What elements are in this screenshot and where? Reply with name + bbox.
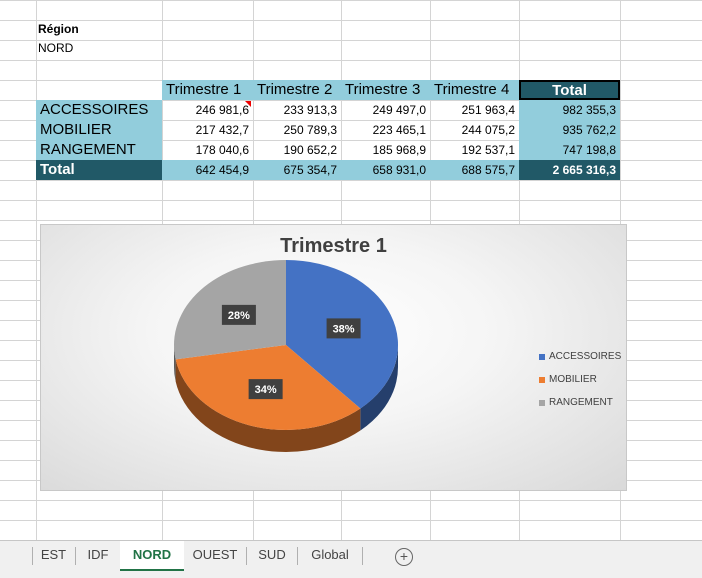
legend-swatch bbox=[539, 399, 545, 406]
total-t4[interactable]: 688 575,7 bbox=[430, 160, 519, 180]
cell-accessoires-t3[interactable]: 249 497,0 bbox=[372, 103, 426, 117]
legend-label: ACCESSOIRES bbox=[549, 351, 622, 362]
cell-rangement-t3[interactable]: 185 968,9 bbox=[372, 143, 426, 157]
header-trimestre-1[interactable]: Trimestre 1 bbox=[162, 80, 253, 100]
tab-separator bbox=[32, 547, 33, 565]
header-trimestre-2[interactable]: Trimestre 2 bbox=[253, 80, 341, 100]
pie-slice-side bbox=[174, 345, 176, 382]
cell-rangement-t2[interactable]: 190 652,2 bbox=[283, 143, 337, 157]
svg-text:38%: 38% bbox=[333, 323, 355, 335]
tab-separator bbox=[362, 547, 363, 565]
cell-accessoires-total[interactable]: 982 355,3 bbox=[519, 100, 620, 120]
chart-title[interactable]: Trimestre 1 bbox=[280, 235, 387, 257]
cell-mobilier-t4[interactable]: 244 075,2 bbox=[461, 123, 515, 137]
row-label-accessoires[interactable]: ACCESSOIRES bbox=[36, 100, 162, 120]
pie-data-label: 38% bbox=[326, 318, 361, 339]
header-total[interactable]: Total bbox=[519, 80, 620, 100]
tab-separator bbox=[75, 547, 76, 565]
tab-est[interactable]: EST bbox=[40, 547, 67, 562]
chart-legend[interactable]: ACCESSOIRES MOBILIER RANGEMENT bbox=[539, 345, 621, 414]
tab-ouest[interactable]: OUEST bbox=[192, 547, 238, 562]
legend-item: MOBILIER bbox=[539, 368, 621, 391]
cell-rangement-t4[interactable]: 192 537,1 bbox=[461, 143, 515, 157]
region-value[interactable]: NORD bbox=[38, 41, 74, 55]
legend-item: ACCESSOIRES bbox=[539, 345, 621, 368]
plus-circle-icon[interactable]: + bbox=[395, 548, 413, 566]
total-row-label[interactable]: Total bbox=[36, 160, 162, 180]
cell-accessoires-t2[interactable]: 233 913,3 bbox=[283, 103, 337, 117]
legend-item: RANGEMENT bbox=[539, 391, 621, 414]
svg-text:28%: 28% bbox=[228, 310, 250, 322]
svg-text:34%: 34% bbox=[255, 384, 277, 396]
header-trimestre-3[interactable]: Trimestre 3 bbox=[341, 80, 430, 100]
grand-total[interactable]: 2 665 316,3 bbox=[519, 160, 620, 180]
pie-slice-side bbox=[175, 359, 361, 452]
pie-data-label: 34% bbox=[248, 379, 283, 400]
comment-indicator[interactable] bbox=[245, 101, 251, 107]
cell-rangement-t1[interactable]: 178 040,6 bbox=[195, 143, 249, 157]
pie-slice-side bbox=[360, 345, 398, 431]
cell-mobilier-t2[interactable]: 250 789,3 bbox=[283, 123, 337, 137]
cell-accessoires-t1[interactable]: 246 981,6 bbox=[195, 103, 249, 117]
worksheet-grid[interactable]: Région NORD Trimestre 1 Trimestre 2 Trim… bbox=[0, 0, 702, 540]
tab-global[interactable]: Global bbox=[311, 547, 349, 562]
tab-nord[interactable]: NORD bbox=[120, 541, 184, 571]
total-t2[interactable]: 675 354,7 bbox=[253, 160, 341, 180]
tab-sud[interactable]: SUD bbox=[258, 547, 286, 562]
total-t1[interactable]: 642 454,9 bbox=[162, 160, 253, 180]
cell-mobilier-t1[interactable]: 217 432,7 bbox=[195, 123, 249, 137]
cell-accessoires-t4[interactable]: 251 963,4 bbox=[461, 103, 515, 117]
legend-swatch bbox=[539, 376, 545, 383]
row-label-mobilier[interactable]: MOBILIER bbox=[36, 120, 162, 140]
pie-chart[interactable]: Trimestre 1 38% 34% 28% ACCESSOIRES MOBILI… bbox=[40, 224, 627, 491]
legend-label: RANGEMENT bbox=[549, 397, 613, 408]
header-trimestre-4[interactable]: Trimestre 4 bbox=[430, 80, 519, 100]
tab-idf[interactable]: IDF bbox=[87, 547, 109, 562]
tab-separator bbox=[297, 547, 298, 565]
tab-separator bbox=[246, 547, 247, 565]
row-label-rangement[interactable]: RANGEMENT bbox=[36, 140, 162, 160]
cell-mobilier-t3[interactable]: 223 465,1 bbox=[372, 123, 426, 137]
region-label[interactable]: Région bbox=[38, 22, 79, 36]
sheet-tab-bar: EST IDF NORD OUEST SUD Global + bbox=[0, 540, 702, 578]
pie-data-label: 28% bbox=[221, 304, 256, 325]
total-t3[interactable]: 658 931,0 bbox=[341, 160, 430, 180]
cell-mobilier-total[interactable]: 935 762,2 bbox=[519, 120, 620, 140]
cell-rangement-total[interactable]: 747 198,8 bbox=[519, 140, 620, 160]
legend-label: MOBILIER bbox=[549, 374, 597, 385]
pie-plot: 38% 34% 28% bbox=[174, 260, 398, 452]
legend-swatch bbox=[539, 353, 545, 360]
